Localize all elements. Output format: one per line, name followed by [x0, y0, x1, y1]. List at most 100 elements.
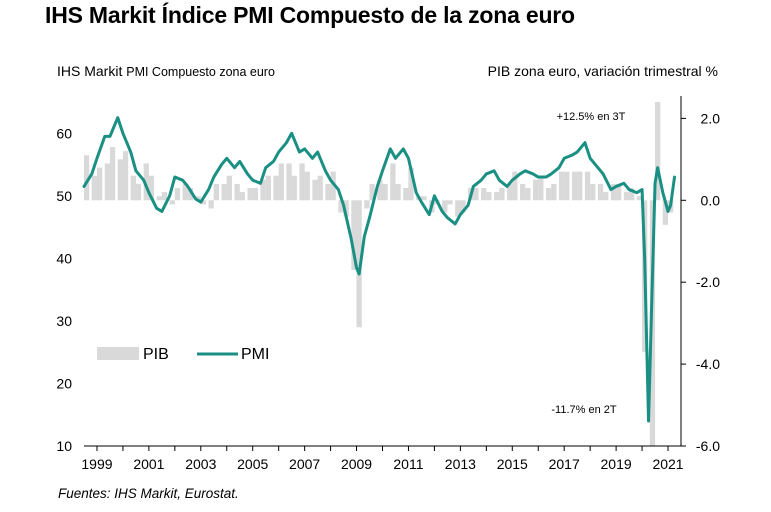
gdp-bar	[304, 171, 310, 201]
gdp-bar	[525, 188, 531, 201]
gdp-bar	[455, 200, 461, 217]
x-tick-label: 2003	[185, 456, 216, 472]
gdp-bar	[507, 183, 513, 201]
gdp-bar	[148, 175, 155, 201]
gdp-bar	[195, 196, 201, 201]
gdp-bar	[213, 183, 220, 201]
gdp-bar	[338, 200, 344, 213]
gdp-bar	[161, 192, 168, 201]
chart-annotations: +12.5% en 3T -11.7% en 2T	[551, 111, 625, 416]
x-tick-label: 2015	[497, 456, 528, 472]
annotation-q3: +12.5% en 3T	[557, 111, 626, 123]
annotation-q2: -11.7% en 2T	[551, 404, 617, 416]
gdp-bar	[122, 151, 129, 201]
gdp-bar	[403, 188, 409, 201]
gdp-bar	[447, 200, 453, 205]
gdp-bar	[408, 167, 414, 201]
pmi-line	[82, 116, 677, 423]
gdp-bar	[260, 179, 266, 201]
gdp-bar	[558, 171, 565, 201]
gdp-bar	[494, 192, 500, 201]
x-tick-label: 2009	[341, 456, 372, 472]
gdp-bar	[571, 171, 578, 201]
gdp-bar	[117, 159, 123, 201]
y-right-tick-label: 0.0	[701, 192, 721, 208]
left-axis-title-brand: IHS Markit	[57, 63, 123, 79]
gdp-bar	[390, 163, 396, 201]
legend-label-pib: PIB	[143, 346, 169, 363]
gdp-bar	[603, 192, 609, 201]
gdp-bar	[109, 147, 116, 201]
gdp-bar	[442, 200, 448, 213]
gdp-bar	[364, 200, 370, 209]
gdp-bar	[299, 163, 305, 201]
gdp-bar	[577, 171, 583, 201]
gdp-bar	[421, 196, 427, 201]
gdp-bar	[636, 196, 643, 201]
gdp-bar	[584, 171, 591, 201]
gdp-bar	[623, 192, 630, 201]
gdp-bar	[239, 192, 245, 201]
chart-legend: PIB PMI	[97, 346, 269, 363]
x-tick-label: 2019	[601, 456, 632, 472]
gdp-bar	[265, 175, 271, 201]
source-note: Fuentes: IHS Markit, Eurostat.	[58, 486, 239, 501]
x-tick-label: 2017	[549, 456, 580, 472]
gdp-bar	[395, 183, 401, 201]
gdp-bar	[481, 188, 487, 201]
gdp-bar	[226, 175, 232, 201]
gdp-bar	[343, 200, 349, 217]
gdp-bar	[460, 200, 466, 213]
x-tick-label: 2013	[445, 456, 476, 472]
gdp-bar	[597, 183, 604, 201]
gdp-bar	[169, 200, 175, 205]
gdp-bar	[654, 102, 661, 201]
gdp-bar	[156, 196, 162, 201]
y-left-tick-label: 10	[56, 438, 72, 454]
x-tick-label: 2005	[237, 456, 268, 472]
gdp-bar	[234, 183, 240, 201]
y-right-tick-label: -2.0	[696, 274, 720, 290]
gdp-bar	[629, 188, 635, 201]
gdp-bar	[91, 175, 98, 201]
gdp-bar	[616, 183, 622, 201]
gdp-bar	[545, 188, 552, 201]
gdp-bar	[325, 183, 331, 201]
left-axis-title-rest: PMI Compuesto zona euro	[126, 65, 275, 79]
gdp-bar	[538, 175, 544, 201]
y-left-tick-label: 60	[56, 125, 72, 141]
x-tick-label: 2021	[652, 456, 683, 472]
gdp-bar	[135, 183, 142, 201]
gdp-bar	[252, 188, 258, 201]
gdp-bar	[317, 175, 323, 201]
y-right-tick-label: -6.0	[696, 438, 720, 454]
gdp-bar	[130, 175, 136, 201]
gdp-bar	[221, 183, 227, 201]
y-left-tick-label: 40	[56, 250, 72, 266]
chart-axes: 1999 2001 2003 2005 2007 2009 2011 2013 2015 2017…	[56, 96, 720, 472]
gdp-bar	[382, 183, 388, 201]
gdp-bar	[486, 192, 492, 201]
gdp-bar	[564, 171, 570, 201]
gdp-bar	[351, 200, 357, 270]
legend-swatch-pib	[97, 347, 139, 360]
gdp-bar	[208, 200, 214, 209]
gdp-bar	[473, 188, 479, 201]
gdp-bar	[377, 179, 383, 201]
y-right-tick-label: 2.0	[701, 110, 721, 126]
left-axis-title: IHS Markit PMI Compuesto zona euro	[57, 63, 275, 79]
gdp-bar	[499, 188, 505, 201]
chart-title: IHS Markit Índice PMI Compuesto de la zo…	[45, 2, 575, 28]
gdp-bar	[369, 183, 375, 201]
gdp-bar	[520, 183, 526, 201]
y-left-tick-label: 20	[56, 375, 72, 391]
gdp-bar	[187, 188, 194, 201]
gdp-bar	[182, 183, 188, 201]
gdp-bar	[200, 200, 207, 205]
gdp-bar	[104, 163, 111, 201]
x-tick-label: 2011	[393, 456, 423, 472]
gdp-bar	[83, 155, 90, 201]
x-tick-label: 2007	[289, 456, 320, 472]
y-right-tick-label: -4.0	[696, 356, 720, 372]
gdp-bar	[143, 163, 149, 201]
